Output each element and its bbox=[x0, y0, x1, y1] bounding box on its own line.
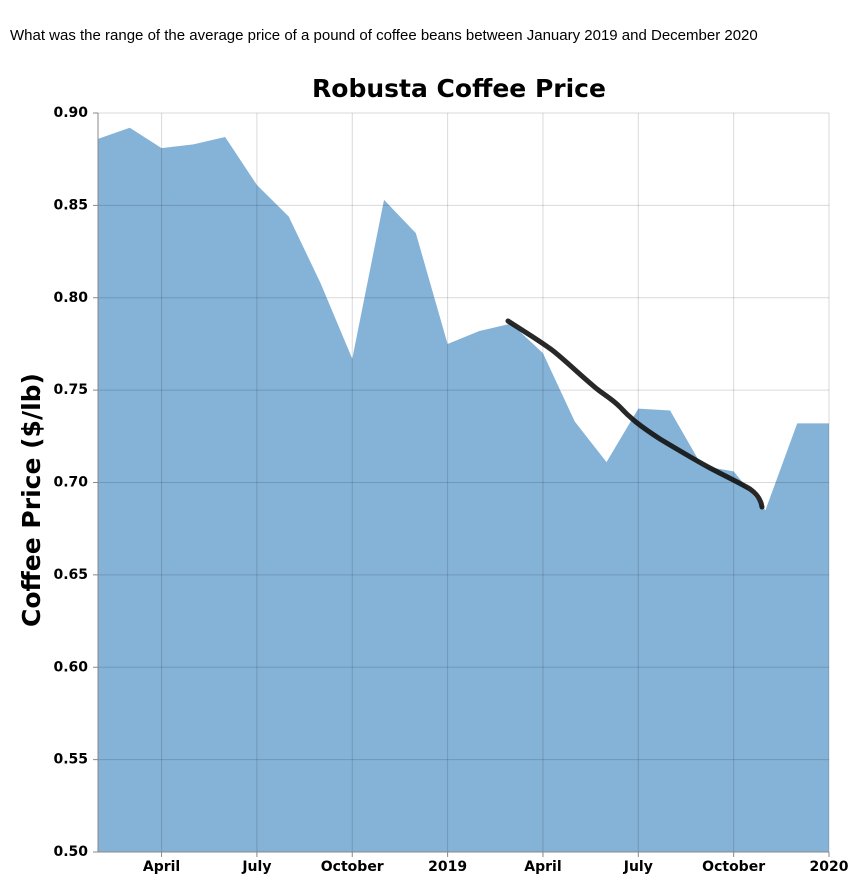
area bbox=[98, 127, 829, 852]
y-tick-label: 0.55 bbox=[53, 752, 88, 768]
x-tick-label: October bbox=[321, 859, 384, 875]
x-tick-label: 2019 bbox=[428, 859, 467, 875]
x-tick-label: October bbox=[702, 859, 765, 875]
annotation-stroke bbox=[505, 318, 765, 510]
y-axis-title: Coffee Price ($/lb) bbox=[17, 373, 46, 627]
x-tick-label: April bbox=[524, 859, 561, 875]
y-tick-label: 0.60 bbox=[53, 659, 88, 675]
x-tick-label: July bbox=[623, 859, 653, 875]
question: What was the range of the average price … bbox=[10, 27, 758, 44]
x-tick-label: July bbox=[241, 859, 271, 875]
y-tick-label: 0.90 bbox=[53, 105, 88, 121]
chart-title: Robusta Coffee Price bbox=[312, 74, 606, 103]
y-tick-label: 0.85 bbox=[53, 197, 88, 213]
y-tick-label: 0.70 bbox=[53, 475, 88, 491]
y-tick-label: 0.80 bbox=[53, 290, 88, 306]
x-tick-label: 2020 bbox=[810, 859, 849, 875]
x-tick-label: April bbox=[143, 859, 180, 875]
y-tick-label: 0.50 bbox=[53, 844, 88, 860]
y-tick-label: 0.75 bbox=[53, 382, 88, 398]
y-tick-label: 0.65 bbox=[53, 567, 88, 583]
